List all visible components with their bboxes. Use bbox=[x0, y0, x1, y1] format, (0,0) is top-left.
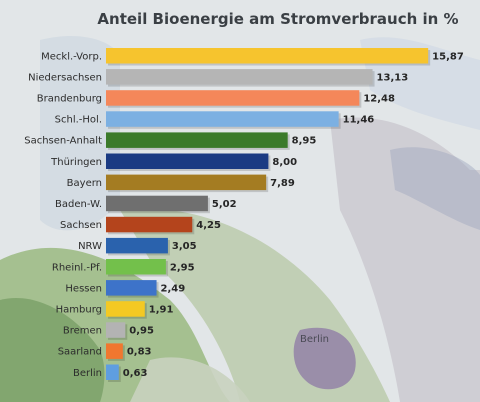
bar-13 bbox=[106, 322, 126, 338]
bar-2 bbox=[106, 90, 360, 106]
value-label: 0,63 bbox=[123, 368, 148, 379]
value-label: 11,46 bbox=[343, 115, 375, 126]
bar-0 bbox=[106, 48, 429, 64]
category-label: Hamburg bbox=[56, 304, 102, 315]
value-label: 0,95 bbox=[129, 326, 154, 337]
bar-group: Meckl.-Vorp. 15,87 Niedersachsen 13,13 Brand… bbox=[24, 48, 464, 382]
category-label: Bayern bbox=[67, 178, 102, 189]
bar-11 bbox=[106, 280, 157, 296]
category-label: Brandenburg bbox=[37, 93, 102, 104]
bar-15 bbox=[106, 364, 119, 380]
bar-3 bbox=[106, 111, 339, 127]
category-label: Saarland bbox=[58, 347, 102, 358]
category-label: Niedersachsen bbox=[28, 72, 102, 83]
bar-12 bbox=[106, 301, 145, 317]
value-label: 0,83 bbox=[127, 347, 152, 358]
value-label: 2,49 bbox=[161, 283, 186, 294]
bar-5 bbox=[106, 153, 269, 169]
category-label: Baden-W. bbox=[55, 199, 102, 210]
map-label-berlin: Berlin bbox=[300, 334, 330, 345]
value-label: 13,13 bbox=[377, 72, 409, 83]
value-label: 5,02 bbox=[212, 199, 237, 210]
category-label: Meckl.-Vorp. bbox=[41, 51, 102, 62]
category-label: Sachsen-Anhalt bbox=[24, 136, 102, 147]
chart-title: Anteil Bioenergie am Stromverbrauch in % bbox=[97, 10, 458, 28]
category-label: Bremen bbox=[63, 326, 102, 337]
value-label: 1,91 bbox=[149, 304, 174, 315]
category-label: Rheinl.-Pf. bbox=[52, 262, 102, 273]
value-label: 8,95 bbox=[292, 136, 317, 147]
category-label: NRW bbox=[78, 241, 102, 252]
bar-14 bbox=[106, 343, 123, 359]
bar-9 bbox=[106, 237, 168, 254]
value-label: 7,89 bbox=[270, 178, 295, 189]
bar-10 bbox=[106, 259, 166, 275]
bar-4 bbox=[106, 132, 288, 148]
value-label: 12,48 bbox=[363, 93, 395, 104]
bar-1 bbox=[106, 69, 373, 85]
category-label: Berlin bbox=[73, 368, 102, 379]
value-label: 3,05 bbox=[172, 241, 197, 252]
value-label: 2,95 bbox=[170, 262, 195, 273]
category-label: Sachsen bbox=[60, 220, 102, 231]
category-label: Schl.-Hol. bbox=[55, 115, 102, 126]
bar-7 bbox=[106, 195, 208, 212]
value-label: 15,87 bbox=[432, 51, 464, 62]
bar-8 bbox=[106, 216, 193, 233]
category-label: Hessen bbox=[65, 283, 102, 294]
bar-6 bbox=[106, 174, 267, 191]
value-label: 4,25 bbox=[196, 220, 221, 231]
value-label: 8,00 bbox=[272, 157, 297, 168]
category-label: Thüringen bbox=[50, 157, 102, 168]
